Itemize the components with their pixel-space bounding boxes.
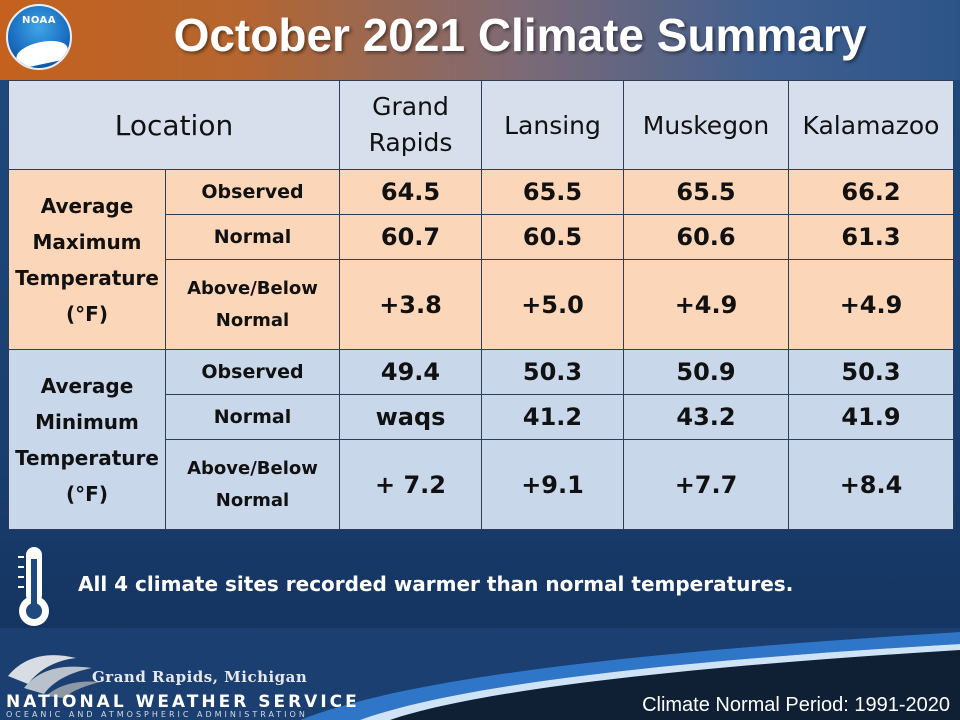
table-cell: +9.1 [481, 439, 624, 530]
table-cell: + 7.2 [339, 439, 482, 530]
climate-table: Location Grand Rapids Lansing Muskegon K… [8, 80, 954, 530]
row-label-departure: Above/Below Normal [165, 259, 340, 350]
table-cell: 60.6 [623, 214, 789, 260]
noaa-logo: NOAA [6, 4, 72, 70]
table-row: Average Maximum Temperature (°F) Observe… [8, 169, 954, 350]
title-bar: NOAA October 2021 Climate Summary [0, 0, 960, 80]
station-header-grand-rapids: Grand Rapids [339, 80, 482, 170]
table-cell: +7.7 [623, 439, 789, 530]
table-cell: 50.9 [623, 349, 789, 395]
row-label-normal: Normal [165, 214, 340, 260]
station-header-muskegon: Muskegon [623, 80, 789, 170]
table-cell: 41.2 [481, 394, 624, 440]
table-cell: 41.9 [788, 394, 954, 440]
table-cell: +8.4 [788, 439, 954, 530]
row-label-observed: Observed [165, 349, 340, 395]
nws-emblem [8, 655, 100, 698]
group-label-max: Average Maximum Temperature (°F) [8, 169, 166, 350]
parent-agency: OCEANIC AND ATMOSPHERIC ADMINISTRATION [6, 710, 308, 719]
summary-note: All 4 climate sites recorded warmer than… [78, 572, 794, 596]
footer-swoosh [0, 628, 960, 720]
thermometer-icon [18, 547, 49, 626]
agency-name: NATIONAL WEATHER SERVICE [6, 692, 360, 712]
table-cell: 50.3 [481, 349, 624, 395]
table-row: Normal waqs 41.2 43.2 41.9 [9, 394, 954, 440]
noaa-logo-text: NOAA [21, 15, 57, 26]
table-row: Normal 60.7 60.5 60.6 61.3 [9, 214, 954, 260]
table-header-row: Location Grand Rapids Lansing Muskegon K… [8, 80, 954, 170]
table-cell: 64.5 [339, 169, 482, 215]
page-title: October 2021 Climate Summary [173, 9, 867, 61]
table-cell: 50.3 [788, 349, 954, 395]
table-cell: 61.3 [788, 214, 954, 260]
table-cell: 49.4 [339, 349, 482, 395]
table-cell: 65.5 [481, 169, 624, 215]
table-cell: +3.8 [339, 259, 482, 350]
table-cell: 43.2 [623, 394, 789, 440]
table-cell: 60.5 [481, 214, 624, 260]
table-cell: +4.9 [623, 259, 789, 350]
row-label-departure: Above/Below Normal [165, 439, 340, 530]
table-row: Above/Below Normal + 7.2 +9.1 +7.7 +8.4 [9, 439, 954, 530]
table-cell: 60.7 [339, 214, 482, 260]
station-header-kalamazoo: Kalamazoo [788, 80, 954, 170]
table-cell: 65.5 [623, 169, 789, 215]
table-cell: +5.0 [481, 259, 624, 350]
row-label-observed: Observed [165, 169, 340, 215]
table-cell: waqs [339, 394, 482, 440]
table-row: Average Minimum Temperature (°F) Observe… [8, 349, 954, 530]
table-cell: 66.2 [788, 169, 954, 215]
location-header: Location [8, 80, 340, 170]
table-cell: +4.9 [788, 259, 954, 350]
office-name: Grand Rapids, Michigan [92, 668, 308, 686]
row-label-normal: Normal [165, 394, 340, 440]
table-row: Above/Below Normal +3.8 +5.0 +4.9 +4.9 [9, 259, 954, 350]
normal-period: Climate Normal Period: 1991-2020 [642, 694, 950, 716]
group-label-min: Average Minimum Temperature (°F) [8, 349, 166, 530]
station-header-lansing: Lansing [481, 80, 624, 170]
